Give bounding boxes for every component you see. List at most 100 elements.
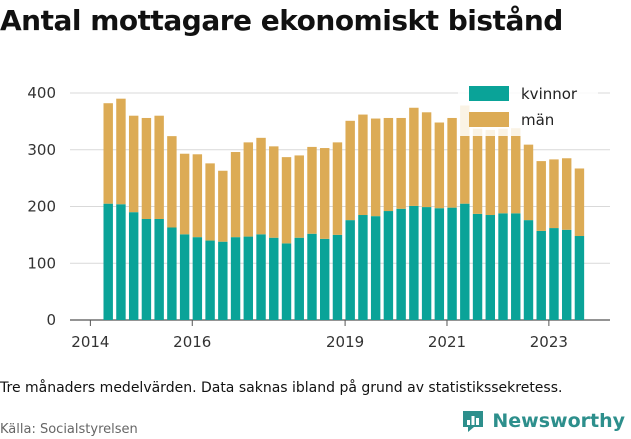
bar-man bbox=[383, 117, 394, 212]
source-text: Källa: Socialstyrelsen bbox=[0, 422, 138, 437]
bar-kvinnor bbox=[460, 203, 470, 320]
bar-man bbox=[116, 98, 126, 205]
bar-man bbox=[358, 114, 368, 216]
bar-man bbox=[396, 117, 406, 209]
y-tick-label: 400 bbox=[27, 84, 56, 102]
bar-kvinnor bbox=[192, 237, 203, 320]
bar-kvinnor bbox=[421, 207, 432, 320]
bar-kvinnor bbox=[370, 216, 381, 320]
bar-kvinnor bbox=[561, 229, 572, 320]
bar-kvinnor bbox=[574, 236, 585, 320]
chart-note: Tre månaders medelvärden. Data saknas ib… bbox=[0, 380, 563, 396]
x-tick-label: 2023 bbox=[530, 333, 568, 351]
bar-kvinnor bbox=[383, 211, 394, 320]
bar-kvinnor bbox=[345, 220, 355, 320]
bar-kvinnor bbox=[128, 212, 139, 320]
x-tick-label: 2021 bbox=[428, 333, 466, 351]
bar-man bbox=[447, 117, 457, 208]
bar-man bbox=[230, 152, 241, 238]
bar-man bbox=[294, 155, 304, 238]
bar-man bbox=[345, 120, 355, 221]
bar-kvinnor bbox=[523, 220, 534, 320]
bar-man bbox=[128, 115, 139, 213]
bar-man bbox=[523, 144, 534, 221]
bar-man bbox=[256, 137, 266, 235]
bar-man bbox=[179, 153, 190, 235]
legend: kvinnor män bbox=[458, 78, 598, 136]
bar-man bbox=[269, 146, 279, 238]
legend-label: män bbox=[521, 111, 554, 129]
bar-kvinnor bbox=[485, 215, 495, 320]
bar-man bbox=[281, 157, 292, 244]
bar-kvinnor bbox=[243, 236, 254, 320]
bar-kvinnor bbox=[498, 213, 508, 320]
bar-man bbox=[167, 136, 177, 228]
bar-kvinnor bbox=[167, 227, 177, 320]
bar-man bbox=[472, 128, 483, 214]
bar-kvinnor bbox=[434, 208, 445, 320]
bar-kvinnor bbox=[549, 228, 559, 320]
x-axis: 2014 2016 2019 2021 2023 bbox=[71, 320, 568, 351]
bar-kvinnor bbox=[447, 207, 457, 320]
bar-man bbox=[218, 170, 228, 242]
bar-kvinnor bbox=[536, 230, 546, 320]
bar-kvinnor bbox=[205, 240, 215, 320]
bar-man bbox=[320, 148, 330, 239]
bar-man bbox=[332, 142, 343, 235]
bar-man bbox=[485, 129, 495, 216]
bar-kvinnor bbox=[154, 218, 164, 320]
bar-kvinnor bbox=[358, 215, 368, 320]
bar-man bbox=[549, 159, 559, 229]
bar-man bbox=[103, 103, 113, 204]
y-tick-label: 100 bbox=[27, 254, 56, 272]
bar-man bbox=[434, 122, 445, 209]
bar-kvinnor bbox=[511, 213, 521, 320]
bar-man bbox=[409, 107, 419, 206]
bar-kvinnor bbox=[281, 243, 292, 320]
bar-man bbox=[141, 117, 152, 219]
legend-label: kvinnor bbox=[521, 85, 578, 103]
brand-logo: Newsworthy bbox=[460, 408, 625, 434]
y-axis: 0 100 200 300 400 bbox=[27, 84, 56, 329]
bar-kvinnor bbox=[332, 234, 343, 320]
bar-man bbox=[421, 112, 432, 208]
bar-kvinnor bbox=[307, 233, 317, 320]
bar-man bbox=[205, 163, 215, 241]
bar-kvinnor bbox=[103, 203, 113, 320]
newsworthy-icon bbox=[463, 411, 484, 432]
legend-swatch bbox=[469, 112, 509, 127]
bar-man bbox=[243, 142, 254, 237]
bar-man bbox=[498, 128, 508, 214]
bars bbox=[103, 98, 585, 320]
bar-kvinnor bbox=[141, 218, 152, 320]
bar-man bbox=[511, 128, 521, 214]
bar-man bbox=[561, 158, 572, 230]
bar-kvinnor bbox=[294, 237, 304, 320]
x-tick-label: 2014 bbox=[71, 333, 109, 351]
y-tick-label: 300 bbox=[27, 141, 56, 159]
bar-man bbox=[536, 161, 546, 231]
legend-swatch bbox=[469, 86, 509, 101]
bar-kvinnor bbox=[218, 241, 228, 320]
bar-kvinnor bbox=[269, 237, 279, 320]
x-tick-label: 2016 bbox=[173, 333, 211, 351]
bar-man bbox=[370, 118, 381, 217]
bar-man bbox=[154, 115, 164, 219]
bar-man bbox=[460, 105, 470, 204]
y-tick-label: 200 bbox=[27, 198, 56, 216]
bar-kvinnor bbox=[320, 238, 330, 320]
bar-kvinnor bbox=[256, 234, 266, 320]
bar-man bbox=[574, 168, 585, 237]
bar-kvinnor bbox=[472, 213, 483, 320]
bar-kvinnor bbox=[409, 205, 419, 320]
x-tick-label: 2019 bbox=[326, 333, 364, 351]
y-tick-label: 0 bbox=[46, 311, 56, 329]
bar-kvinnor bbox=[396, 208, 406, 320]
bar-man bbox=[192, 154, 203, 238]
bar-kvinnor bbox=[230, 237, 241, 320]
bar-man bbox=[307, 146, 317, 234]
chart-title: Antal mottagare ekonomiskt bistånd bbox=[0, 4, 563, 37]
brand-name: Newsworthy bbox=[492, 410, 625, 432]
bar-kvinnor bbox=[116, 204, 126, 320]
